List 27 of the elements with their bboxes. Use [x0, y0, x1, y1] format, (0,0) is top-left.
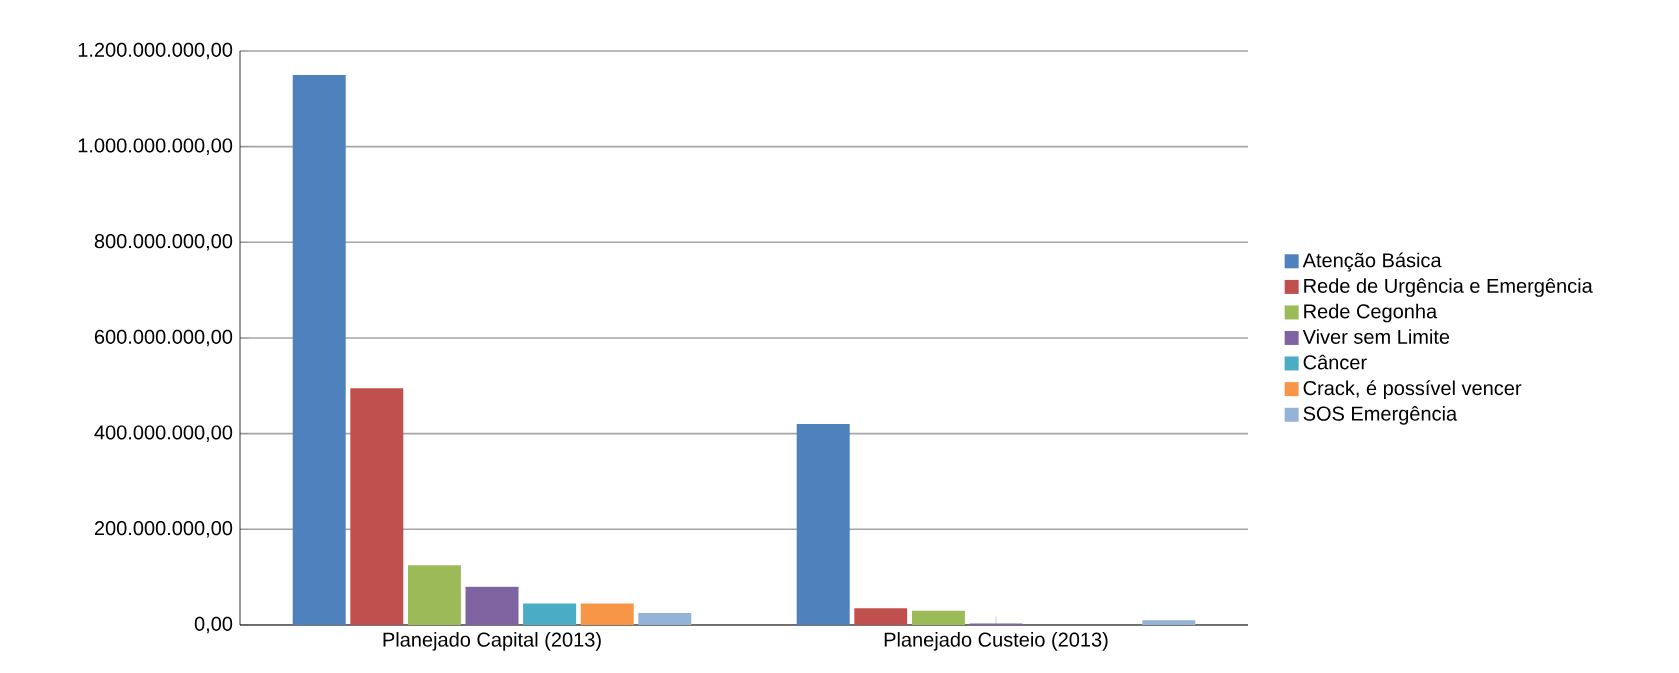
bar [1142, 620, 1196, 625]
bar [407, 565, 461, 625]
bar [292, 74, 346, 625]
legend-label: Viver sem Limite [1302, 329, 1450, 344]
y-tick-label: 0,00 [194, 616, 233, 634]
bar [465, 586, 519, 625]
y-tick-label: 600.000.000,00 [94, 329, 233, 347]
x-tick-label: Planejado Custeio (2013) [884, 632, 1108, 651]
bar [580, 603, 634, 625]
x-tick-label: Planejado Capital (2013) [383, 632, 601, 651]
legend-label: Rede Cegonha [1304, 303, 1438, 323]
legend-label: Rede de Urgência e Emergência [1304, 278, 1593, 297]
y-tick-label: 400.000.000,00 [94, 425, 233, 442]
legend-label: Crack, é possível vencer [1303, 380, 1522, 400]
legend-label: Atenção Básica [1302, 252, 1442, 272]
bar [638, 613, 692, 625]
y-tick-label: 200.000.000,00 [94, 521, 233, 538]
y-tick-label: 1.000.000.000,00 [78, 138, 233, 155]
bar [911, 610, 965, 625]
bar [350, 388, 404, 625]
y-tick-label: 800.000.000,00 [94, 234, 233, 251]
legend-label: SOS Emergência [1303, 405, 1458, 425]
legend-label: Câncer [1303, 354, 1367, 370]
y-tick-label: 1.200.000.000,00 [78, 42, 233, 60]
bar [523, 603, 577, 625]
bar [854, 608, 908, 625]
bar [796, 424, 850, 625]
